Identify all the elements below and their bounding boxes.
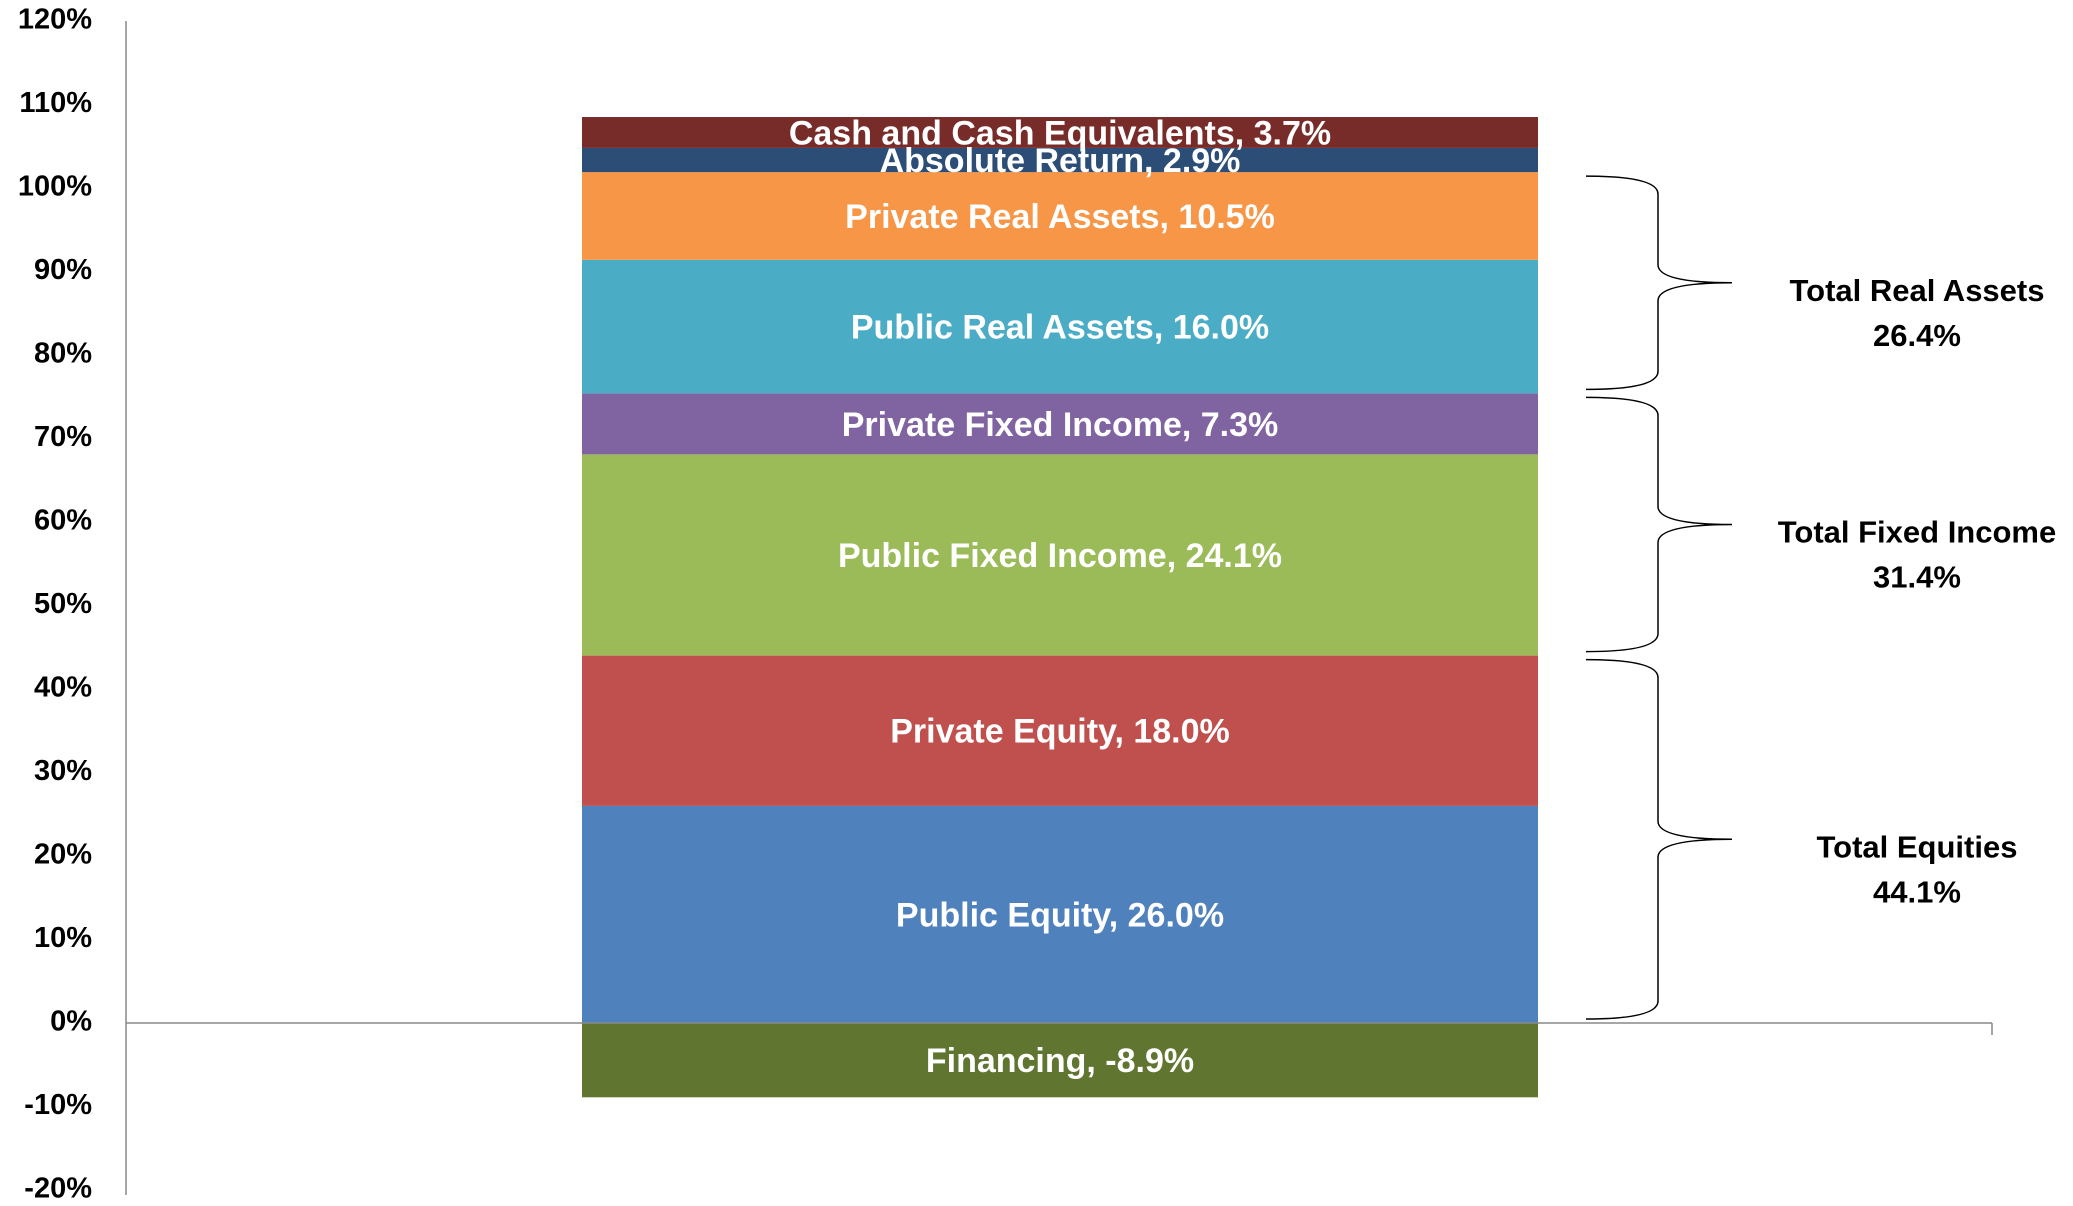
bar-segment	[582, 655, 1538, 806]
bar-segment	[582, 259, 1538, 394]
group-bracket	[1585, 658, 1733, 1020]
bar-segment	[582, 117, 1538, 148]
data-label: Private Real Assets, 10.5%	[845, 198, 1275, 236]
y-tick-label: 50%	[34, 588, 92, 620]
data-label: Private Fixed Income, 7.3%	[842, 406, 1279, 444]
y-tick-label: -10%	[24, 1089, 92, 1121]
y-tick-label: 100%	[18, 171, 92, 203]
group-bracket	[1585, 396, 1733, 653]
bar-segment	[582, 393, 1538, 455]
group-label: Total Fixed Income	[1778, 515, 2056, 550]
bar-segment	[582, 805, 1538, 1023]
group-bracket	[1585, 175, 1733, 391]
data-label: Public Fixed Income, 24.1%	[838, 537, 1282, 575]
data-label: Private Equity, 18.0%	[890, 713, 1230, 751]
y-tick-label: 80%	[34, 338, 92, 370]
data-label: Absolute Return, 2.9%	[880, 142, 1241, 180]
y-tick-label: 0%	[50, 1006, 92, 1038]
y-tick-label: -20%	[24, 1173, 92, 1205]
data-label: Financing, -8.9%	[926, 1042, 1194, 1080]
group-label: Total Real Assets	[1790, 273, 2045, 308]
y-tick-label: 30%	[34, 755, 92, 787]
data-label: Public Real Assets, 16.0%	[851, 309, 1269, 347]
data-label: Public Equity, 26.0%	[896, 896, 1224, 934]
y-tick-label: 60%	[34, 505, 92, 537]
bar-segment	[582, 172, 1538, 260]
y-tick-label: 20%	[34, 839, 92, 871]
data-label: Cash and Cash Equivalents, 3.7%	[789, 114, 1331, 152]
group-value: 44.1%	[1873, 874, 1961, 909]
group-label: Total Equities	[1817, 829, 2018, 864]
bar-segment	[582, 147, 1538, 173]
y-tick-label: 40%	[34, 672, 92, 704]
y-tick-label: 120%	[18, 4, 92, 36]
group-value: 26.4%	[1873, 318, 1961, 353]
y-tick-label: 90%	[34, 254, 92, 286]
y-tick-label: 70%	[34, 421, 92, 453]
y-tick-label: 110%	[19, 87, 92, 119]
group-value: 31.4%	[1873, 560, 1961, 595]
bar-segment	[582, 1023, 1538, 1098]
bar-segment	[582, 454, 1538, 656]
y-tick-label: 10%	[34, 922, 92, 954]
